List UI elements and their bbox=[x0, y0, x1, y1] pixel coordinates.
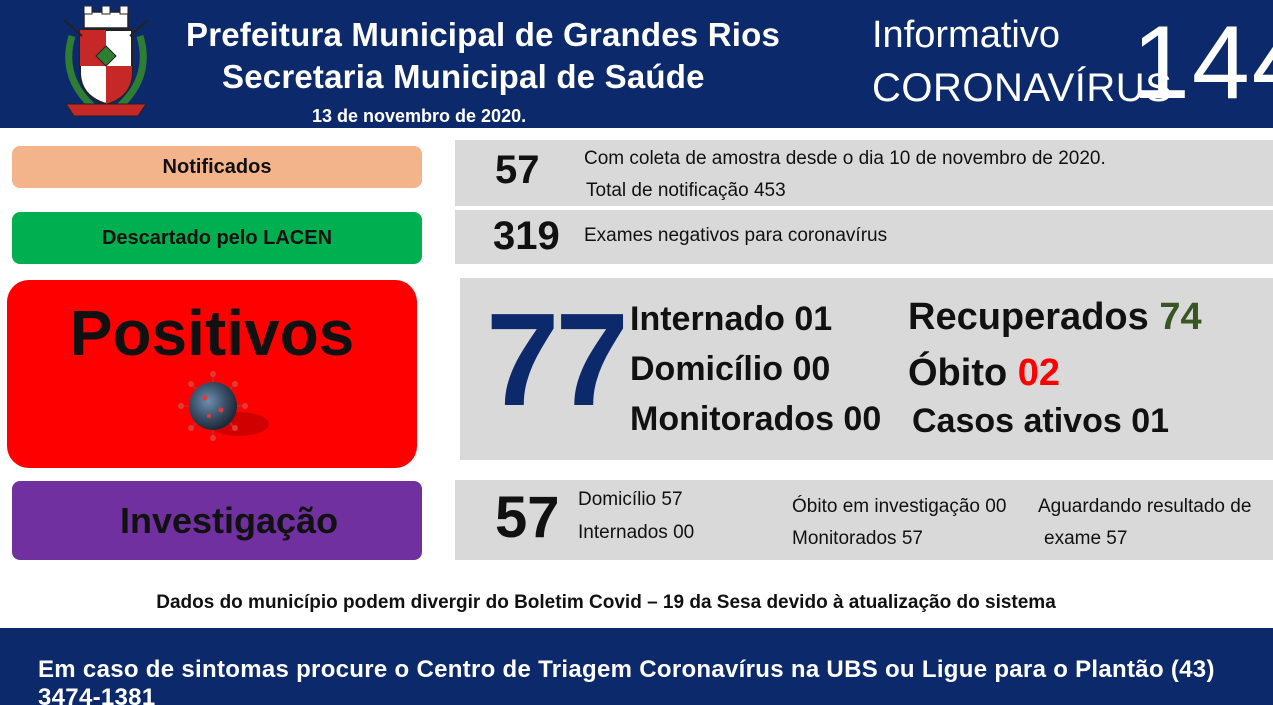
descartado-value: 319 bbox=[493, 214, 560, 258]
header-title-line1: Prefeitura Municipal de Grandes Rios bbox=[186, 16, 781, 53]
notificados-value: 57 bbox=[495, 148, 540, 192]
investigacao-label: Investigação bbox=[12, 481, 422, 560]
investigacao-domicilio: Domicílio 57 bbox=[578, 489, 683, 510]
recuperados-label: Recuperados bbox=[908, 296, 1149, 338]
investigacao-aguardando-line2: exame 57 bbox=[1044, 528, 1128, 549]
header-date: 13 de novembro de 2020. bbox=[312, 106, 527, 126]
descartado-panel bbox=[455, 210, 1273, 264]
disclaimer-text: Dados do município podem divergir do Bol… bbox=[156, 592, 1056, 613]
obito-label: Óbito bbox=[908, 352, 1008, 394]
positivos-internado: Internado 01 bbox=[630, 300, 833, 338]
investigacao-panel bbox=[455, 480, 1273, 560]
footer-banner bbox=[0, 628, 1273, 705]
investigacao-internados: Internados 00 bbox=[578, 522, 695, 543]
header-info-line1: Informativo bbox=[872, 14, 1060, 56]
header-title-line2: Secretaria Municipal de Saúde bbox=[222, 58, 705, 95]
positivos-label: Positivos bbox=[69, 297, 355, 369]
header-banner bbox=[0, 0, 1273, 128]
obito-value: 02 bbox=[1017, 352, 1061, 394]
positivos-monitorados: Monitorados 00 bbox=[630, 400, 882, 438]
positivos-casos-ativos: Casos ativos 01 bbox=[912, 402, 1170, 440]
descartado-detail: Exames negativos para coronavírus bbox=[584, 225, 888, 246]
investigacao-monitorados: Monitorados 57 bbox=[792, 528, 923, 549]
investigacao-value: 57 bbox=[495, 485, 560, 550]
positivos-total: 77 bbox=[486, 286, 629, 433]
positivos-box: Positivos bbox=[7, 280, 417, 468]
positivos-recuperados: Recuperados 74 bbox=[908, 296, 1202, 339]
recuperados-value: 74 bbox=[1159, 296, 1202, 338]
notificados-panel bbox=[455, 140, 1273, 206]
municipal-coat-of-arms-icon bbox=[63, 6, 149, 117]
investigacao-aguardando-line1: Aguardando resultado de bbox=[1038, 496, 1252, 517]
positivos-domicilio: Domicílio 00 bbox=[630, 350, 831, 388]
edition-number: 144 bbox=[1132, 5, 1273, 121]
positivos-panel bbox=[460, 278, 1273, 460]
notificados-label: Notificados bbox=[12, 146, 422, 188]
coronavirus-icon bbox=[178, 371, 269, 441]
notificados-detail-line1: Com coleta de amostra desde o dia 10 de … bbox=[584, 148, 1106, 169]
header-info-line2: CORONAVÍRUS bbox=[872, 66, 1173, 110]
positivos-obito: Óbito 02 bbox=[908, 352, 1060, 395]
descartado-label: Descartado pelo LACEN bbox=[12, 212, 422, 264]
notificados-detail-line2: Total de notificação 453 bbox=[586, 180, 786, 201]
footer-text: Em caso de sintomas procure o Centro de … bbox=[38, 656, 1215, 705]
investigacao-obito: Óbito em investigação 00 bbox=[792, 496, 1007, 517]
